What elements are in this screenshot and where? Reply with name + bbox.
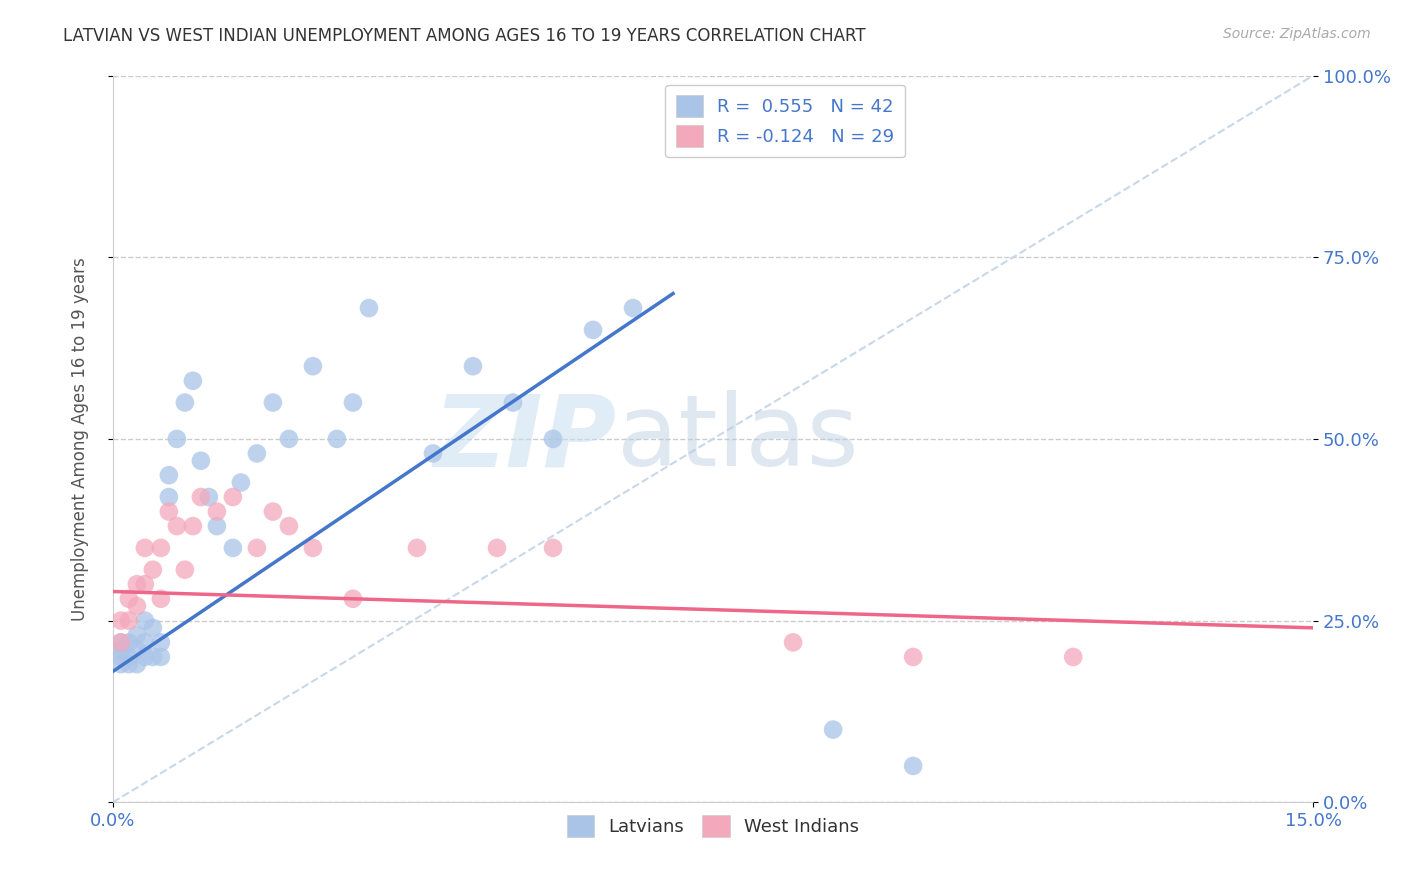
Point — [110, 635, 132, 649]
Point — [277, 432, 299, 446]
Point — [134, 614, 156, 628]
Point — [173, 395, 195, 409]
Point — [1062, 649, 1084, 664]
Point — [110, 649, 132, 664]
Point — [782, 635, 804, 649]
Point — [110, 614, 132, 628]
Point — [134, 649, 156, 664]
Point — [110, 657, 132, 672]
Point — [149, 635, 172, 649]
Point — [246, 541, 269, 555]
Point — [142, 649, 165, 664]
Point — [422, 446, 444, 460]
Point — [181, 374, 204, 388]
Point — [205, 505, 228, 519]
Point — [326, 432, 349, 446]
Point — [134, 577, 156, 591]
Point — [181, 519, 204, 533]
Point — [166, 519, 188, 533]
Point — [157, 468, 180, 483]
Point — [541, 541, 564, 555]
Point — [205, 519, 228, 533]
Point — [173, 563, 195, 577]
Point — [621, 301, 644, 315]
Point — [190, 453, 212, 467]
Point — [406, 541, 429, 555]
Y-axis label: Unemployment Among Ages 16 to 19 years: Unemployment Among Ages 16 to 19 years — [72, 257, 89, 621]
Point — [125, 642, 148, 657]
Point — [823, 723, 845, 737]
Point — [229, 475, 252, 490]
Point — [357, 301, 380, 315]
Point — [262, 395, 284, 409]
Point — [125, 657, 148, 672]
Point — [582, 323, 605, 337]
Point — [262, 505, 284, 519]
Point — [222, 490, 245, 504]
Point — [198, 490, 221, 504]
Text: Source: ZipAtlas.com: Source: ZipAtlas.com — [1223, 27, 1371, 41]
Point — [461, 359, 484, 374]
Point — [166, 432, 188, 446]
Point — [342, 395, 364, 409]
Point — [541, 432, 564, 446]
Point — [901, 649, 924, 664]
Legend: Latvians, West Indians: Latvians, West Indians — [560, 807, 866, 844]
Point — [118, 657, 141, 672]
Point — [157, 490, 180, 504]
Point — [149, 649, 172, 664]
Point — [142, 621, 165, 635]
Point — [149, 591, 172, 606]
Point — [110, 642, 132, 657]
Point — [149, 541, 172, 555]
Point — [901, 759, 924, 773]
Point — [157, 505, 180, 519]
Point — [277, 519, 299, 533]
Point — [118, 649, 141, 664]
Text: LATVIAN VS WEST INDIAN UNEMPLOYMENT AMONG AGES 16 TO 19 YEARS CORRELATION CHART: LATVIAN VS WEST INDIAN UNEMPLOYMENT AMON… — [63, 27, 866, 45]
Point — [125, 599, 148, 613]
Point — [134, 635, 156, 649]
Point — [502, 395, 524, 409]
Point — [485, 541, 508, 555]
Point — [302, 359, 325, 374]
Point — [125, 577, 148, 591]
Point — [125, 628, 148, 642]
Text: ZIP: ZIP — [434, 391, 617, 487]
Point — [118, 614, 141, 628]
Point — [110, 635, 132, 649]
Point — [302, 541, 325, 555]
Text: atlas: atlas — [617, 391, 859, 487]
Point — [118, 591, 141, 606]
Point — [118, 635, 141, 649]
Point — [342, 591, 364, 606]
Point — [142, 563, 165, 577]
Point — [134, 541, 156, 555]
Point — [246, 446, 269, 460]
Point — [222, 541, 245, 555]
Point — [190, 490, 212, 504]
